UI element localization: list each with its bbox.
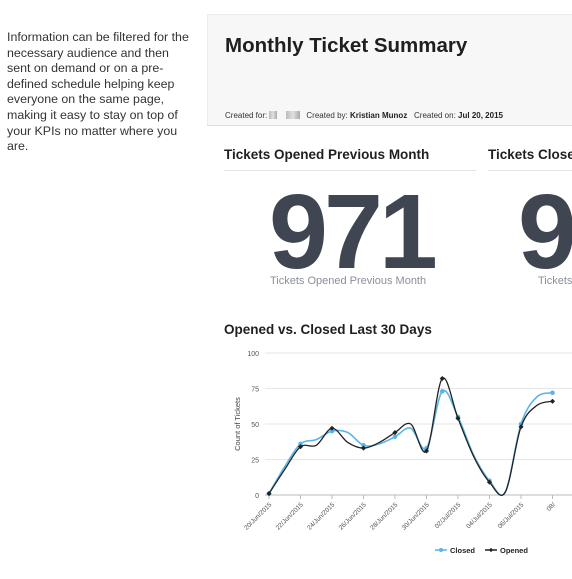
data-point-closed: [439, 389, 445, 394]
kpi-title: Tickets Closed Previous Month: [488, 147, 572, 171]
data-point-opened: [486, 479, 493, 485]
kpi-subtitle: Tickets Opened Previous Month: [270, 275, 427, 287]
y-tick-label: 25: [251, 458, 259, 465]
legend-marker-closed: [439, 548, 443, 552]
kpi-closed: Tickets Closed Previous Month 9 Tickets …: [488, 147, 572, 287]
redacted-avatar-icon: [269, 111, 278, 119]
series-line-opened: [268, 377, 553, 496]
report-panel: Monthly Ticket Summary Created for: Crea…: [207, 14, 572, 579]
data-point-opened: [423, 448, 430, 454]
y-tick-label: 100: [247, 351, 259, 358]
series-line-closed: [268, 389, 553, 497]
kpi-value: 9: [518, 173, 572, 291]
created-by-label: Created by:: [306, 111, 348, 120]
chart-title: Opened vs. Closed Last 30 Days: [224, 322, 432, 337]
x-tick-label: 24/Jun/2015: [306, 501, 337, 532]
report-meta: Created for: Created by: Kristian Munoz …: [225, 111, 503, 120]
report-header: Monthly Ticket Summary Created for: Crea…: [207, 14, 572, 126]
x-tick-label: 02/Jul/2015: [434, 501, 463, 530]
y-axis-label: Count of Tickets: [233, 397, 242, 451]
data-point-opened: [329, 425, 335, 431]
y-tick-label: 50: [251, 422, 259, 429]
data-point-opened: [518, 424, 524, 430]
data-point-opened: [549, 398, 556, 404]
kpi-opened: Tickets Opened Previous Month 971 Ticket…: [224, 147, 476, 287]
line-chart: 0 25 50 75 100 Count of Tickets 20/Jun/2015 22/…: [233, 351, 572, 555]
data-point-closed: [361, 443, 366, 448]
x-tick-label: 28/Jun/2015: [369, 501, 400, 532]
legend-label-closed: Closed: [450, 546, 475, 555]
data-point-closed: [392, 434, 398, 440]
x-tick-label: 06/Jul/2015: [497, 501, 526, 530]
x-tick-label: 26/Jun/2015: [338, 501, 369, 532]
y-tick-label: 0: [255, 493, 259, 500]
x-tick-label: 08/: [546, 501, 557, 512]
kpi-subtitle: Tickets Closed Previous Month: [538, 275, 572, 287]
header-divider: [207, 125, 572, 126]
kpi-title: Tickets Opened Previous Month: [224, 147, 476, 171]
x-tick-label: 30/Jun/2015: [401, 501, 432, 532]
redacted-name-icon: [285, 111, 300, 119]
data-point-closed: [550, 390, 555, 396]
kpi-value: 971: [269, 173, 438, 291]
description-text: Information can be filtered for the nece…: [7, 30, 189, 154]
legend-label-opened: Opened: [500, 546, 528, 555]
created-by-value: Kristian Munoz: [349, 111, 408, 120]
data-point-opened: [455, 415, 461, 421]
data-point-closed: [329, 428, 335, 434]
created-on-value: Jul 20, 2015: [458, 111, 503, 120]
x-tick-label: 20/Jun/2015: [243, 501, 274, 532]
x-tick-label: 22/Jun/2015: [275, 501, 306, 532]
report-title: Monthly Ticket Summary: [225, 34, 468, 57]
created-for-label: Created for:: [225, 111, 268, 120]
data-point-opened: [439, 376, 445, 382]
y-tick-label: 75: [251, 387, 259, 394]
data-point-closed: [298, 441, 303, 447]
x-tick-label: 04/Jul/2015: [465, 501, 494, 530]
created-on-label: Created on:: [414, 111, 456, 120]
data-point-opened: [360, 445, 367, 451]
legend-marker-opened: [488, 547, 494, 553]
